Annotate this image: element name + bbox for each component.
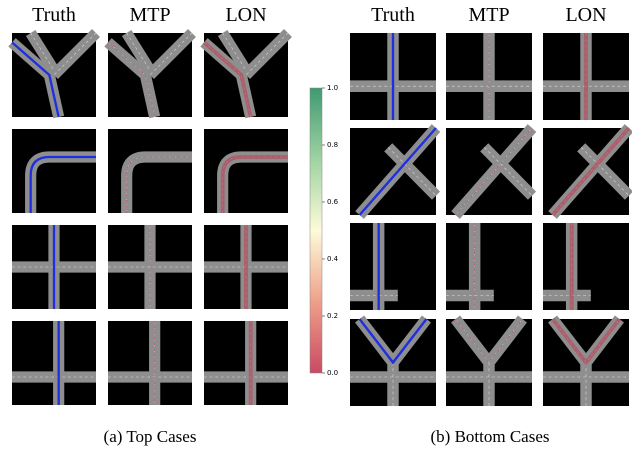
tile-bg [12, 129, 96, 213]
tick-label: 0.2 [327, 312, 338, 320]
tile-bg [108, 129, 192, 213]
map-tile [12, 225, 96, 309]
map-tile [108, 321, 192, 405]
map-tile [108, 225, 192, 309]
map-tile [350, 33, 436, 120]
tile-bg [204, 129, 288, 213]
column-header: Truth [32, 4, 76, 26]
map-tile [204, 129, 288, 213]
map-tile [543, 33, 629, 120]
map-tile [12, 129, 96, 213]
column-header: Truth [371, 4, 415, 26]
tick-label: 0.8 [327, 141, 338, 149]
map-tile [543, 128, 629, 215]
column-header: MTP [129, 4, 170, 26]
map-tile [446, 319, 532, 406]
map-tile [12, 321, 96, 405]
map-tile [446, 223, 532, 310]
map-tile [543, 319, 629, 406]
map-tile [446, 33, 532, 120]
tick-label: 0.4 [327, 255, 339, 263]
caption: (b) Bottom Cases [431, 427, 550, 446]
map-tile [12, 33, 96, 117]
column-header: LON [565, 4, 606, 26]
map-tile [204, 321, 288, 405]
map-tile [108, 129, 192, 213]
map-tile [446, 128, 532, 215]
map-tile [350, 223, 436, 310]
map-tile [543, 223, 629, 310]
tick-label: 0.6 [327, 198, 339, 206]
colorbar [310, 88, 322, 373]
map-tile [204, 225, 288, 309]
map-tile [350, 128, 436, 215]
figure: Truth MTP LON (a) Top Cases Truth MTP LON (b) B… [0, 0, 632, 453]
map-tile [108, 33, 192, 117]
column-header: MTP [468, 4, 509, 26]
column-header: LON [225, 4, 266, 26]
caption: (a) Top Cases [104, 427, 197, 446]
map-tile [204, 33, 288, 117]
map-tile [350, 319, 436, 406]
tick-label: 0.0 [327, 369, 338, 377]
tick-label: 1.0 [327, 84, 338, 92]
